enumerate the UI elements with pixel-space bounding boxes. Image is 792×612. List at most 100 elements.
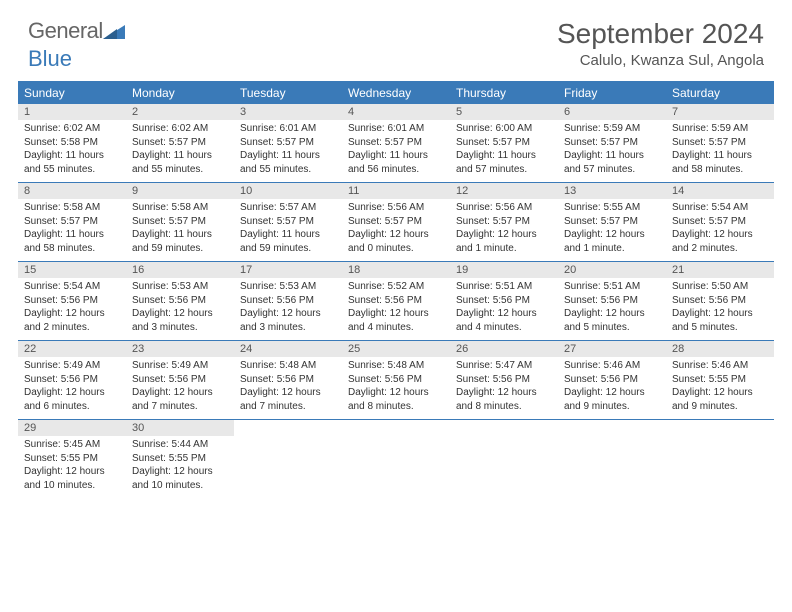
day-cell: 29Sunrise: 5:45 AMSunset: 5:55 PMDayligh… <box>18 420 126 498</box>
sunrise-text: Sunrise: 5:55 AM <box>564 201 660 215</box>
sunset-text: Sunset: 5:56 PM <box>564 294 660 308</box>
sunrise-text: Sunrise: 6:02 AM <box>24 122 120 136</box>
col-friday: Friday <box>558 83 666 103</box>
daylight-text: Daylight: 12 hours and 5 minutes. <box>564 307 660 334</box>
empty-cell <box>558 420 666 498</box>
day-body: Sunrise: 6:01 AMSunset: 5:57 PMDaylight:… <box>234 120 342 180</box>
day-cell: 26Sunrise: 5:47 AMSunset: 5:56 PMDayligh… <box>450 341 558 419</box>
daylight-text: Daylight: 12 hours and 8 minutes. <box>348 386 444 413</box>
day-number: 23 <box>126 341 234 357</box>
day-number: 28 <box>666 341 774 357</box>
daylight-text: Daylight: 12 hours and 10 minutes. <box>132 465 228 492</box>
day-number: 4 <box>342 104 450 120</box>
sunset-text: Sunset: 5:56 PM <box>132 373 228 387</box>
col-wednesday: Wednesday <box>342 83 450 103</box>
daylight-text: Daylight: 12 hours and 4 minutes. <box>348 307 444 334</box>
empty-cell <box>234 420 342 498</box>
sunrise-text: Sunrise: 5:52 AM <box>348 280 444 294</box>
sunrise-text: Sunrise: 5:47 AM <box>456 359 552 373</box>
day-body: Sunrise: 5:58 AMSunset: 5:57 PMDaylight:… <box>126 199 234 259</box>
empty-cell <box>450 420 558 498</box>
sunset-text: Sunset: 5:57 PM <box>132 136 228 150</box>
day-number: 11 <box>342 183 450 199</box>
day-number: 27 <box>558 341 666 357</box>
day-number: 10 <box>234 183 342 199</box>
day-header-row: Sunday Monday Tuesday Wednesday Thursday… <box>18 83 774 103</box>
daylight-text: Daylight: 11 hours and 58 minutes. <box>24 228 120 255</box>
day-number: 18 <box>342 262 450 278</box>
empty-cell <box>666 420 774 498</box>
col-thursday: Thursday <box>450 83 558 103</box>
day-cell: 4Sunrise: 6:01 AMSunset: 5:57 PMDaylight… <box>342 104 450 182</box>
sunrise-text: Sunrise: 5:44 AM <box>132 438 228 452</box>
day-body: Sunrise: 5:52 AMSunset: 5:56 PMDaylight:… <box>342 278 450 338</box>
brand-word2: Blue <box>28 46 72 72</box>
daylight-text: Daylight: 12 hours and 10 minutes. <box>24 465 120 492</box>
daylight-text: Daylight: 12 hours and 8 minutes. <box>456 386 552 413</box>
day-body: Sunrise: 5:49 AMSunset: 5:56 PMDaylight:… <box>126 357 234 417</box>
daylight-text: Daylight: 11 hours and 55 minutes. <box>132 149 228 176</box>
sunrise-text: Sunrise: 5:54 AM <box>672 201 768 215</box>
day-body: Sunrise: 5:58 AMSunset: 5:57 PMDaylight:… <box>18 199 126 259</box>
day-body: Sunrise: 5:44 AMSunset: 5:55 PMDaylight:… <box>126 436 234 496</box>
sunrise-text: Sunrise: 5:49 AM <box>132 359 228 373</box>
sunrise-text: Sunrise: 6:01 AM <box>240 122 336 136</box>
day-body: Sunrise: 6:02 AMSunset: 5:57 PMDaylight:… <box>126 120 234 180</box>
sunset-text: Sunset: 5:57 PM <box>456 136 552 150</box>
title-block: September 2024 Calulo, Kwanza Sul, Angol… <box>557 18 764 69</box>
day-body: Sunrise: 5:49 AMSunset: 5:56 PMDaylight:… <box>18 357 126 417</box>
sunrise-text: Sunrise: 5:48 AM <box>240 359 336 373</box>
daylight-text: Daylight: 11 hours and 59 minutes. <box>240 228 336 255</box>
weeks-container: 1Sunrise: 6:02 AMSunset: 5:58 PMDaylight… <box>18 103 774 498</box>
sunrise-text: Sunrise: 5:58 AM <box>24 201 120 215</box>
daylight-text: Daylight: 12 hours and 3 minutes. <box>132 307 228 334</box>
sunset-text: Sunset: 5:56 PM <box>348 294 444 308</box>
day-body: Sunrise: 5:47 AMSunset: 5:56 PMDaylight:… <box>450 357 558 417</box>
col-tuesday: Tuesday <box>234 83 342 103</box>
daylight-text: Daylight: 12 hours and 3 minutes. <box>240 307 336 334</box>
sunset-text: Sunset: 5:58 PM <box>24 136 120 150</box>
day-cell: 13Sunrise: 5:55 AMSunset: 5:57 PMDayligh… <box>558 183 666 261</box>
page-header: General September 2024 Calulo, Kwanza Su… <box>0 0 792 77</box>
day-cell: 25Sunrise: 5:48 AMSunset: 5:56 PMDayligh… <box>342 341 450 419</box>
day-cell: 6Sunrise: 5:59 AMSunset: 5:57 PMDaylight… <box>558 104 666 182</box>
day-number: 14 <box>666 183 774 199</box>
day-number: 15 <box>18 262 126 278</box>
daylight-text: Daylight: 12 hours and 4 minutes. <box>456 307 552 334</box>
day-cell: 18Sunrise: 5:52 AMSunset: 5:56 PMDayligh… <box>342 262 450 340</box>
sunset-text: Sunset: 5:56 PM <box>456 373 552 387</box>
sunrise-text: Sunrise: 6:01 AM <box>348 122 444 136</box>
day-number: 29 <box>18 420 126 436</box>
day-cell: 7Sunrise: 5:59 AMSunset: 5:57 PMDaylight… <box>666 104 774 182</box>
day-number: 8 <box>18 183 126 199</box>
day-cell: 27Sunrise: 5:46 AMSunset: 5:56 PMDayligh… <box>558 341 666 419</box>
daylight-text: Daylight: 12 hours and 9 minutes. <box>564 386 660 413</box>
col-saturday: Saturday <box>666 83 774 103</box>
day-body: Sunrise: 5:51 AMSunset: 5:56 PMDaylight:… <box>558 278 666 338</box>
sunrise-text: Sunrise: 5:48 AM <box>348 359 444 373</box>
day-number: 21 <box>666 262 774 278</box>
sunrise-text: Sunrise: 6:00 AM <box>456 122 552 136</box>
sunset-text: Sunset: 5:56 PM <box>132 294 228 308</box>
day-cell: 15Sunrise: 5:54 AMSunset: 5:56 PMDayligh… <box>18 262 126 340</box>
sunset-text: Sunset: 5:57 PM <box>24 215 120 229</box>
daylight-text: Daylight: 11 hours and 57 minutes. <box>456 149 552 176</box>
day-body: Sunrise: 5:48 AMSunset: 5:56 PMDaylight:… <box>234 357 342 417</box>
day-cell: 1Sunrise: 6:02 AMSunset: 5:58 PMDaylight… <box>18 104 126 182</box>
sunset-text: Sunset: 5:57 PM <box>348 215 444 229</box>
day-number: 13 <box>558 183 666 199</box>
daylight-text: Daylight: 11 hours and 59 minutes. <box>132 228 228 255</box>
daylight-text: Daylight: 12 hours and 6 minutes. <box>24 386 120 413</box>
day-body: Sunrise: 5:59 AMSunset: 5:57 PMDaylight:… <box>666 120 774 180</box>
day-body: Sunrise: 5:48 AMSunset: 5:56 PMDaylight:… <box>342 357 450 417</box>
day-body: Sunrise: 5:59 AMSunset: 5:57 PMDaylight:… <box>558 120 666 180</box>
sunset-text: Sunset: 5:56 PM <box>24 294 120 308</box>
sunset-text: Sunset: 5:56 PM <box>240 373 336 387</box>
daylight-text: Daylight: 12 hours and 7 minutes. <box>132 386 228 413</box>
sunset-text: Sunset: 5:57 PM <box>672 136 768 150</box>
sunset-text: Sunset: 5:56 PM <box>24 373 120 387</box>
sunset-text: Sunset: 5:57 PM <box>240 215 336 229</box>
day-number: 2 <box>126 104 234 120</box>
day-body: Sunrise: 6:01 AMSunset: 5:57 PMDaylight:… <box>342 120 450 180</box>
day-body: Sunrise: 5:56 AMSunset: 5:57 PMDaylight:… <box>342 199 450 259</box>
